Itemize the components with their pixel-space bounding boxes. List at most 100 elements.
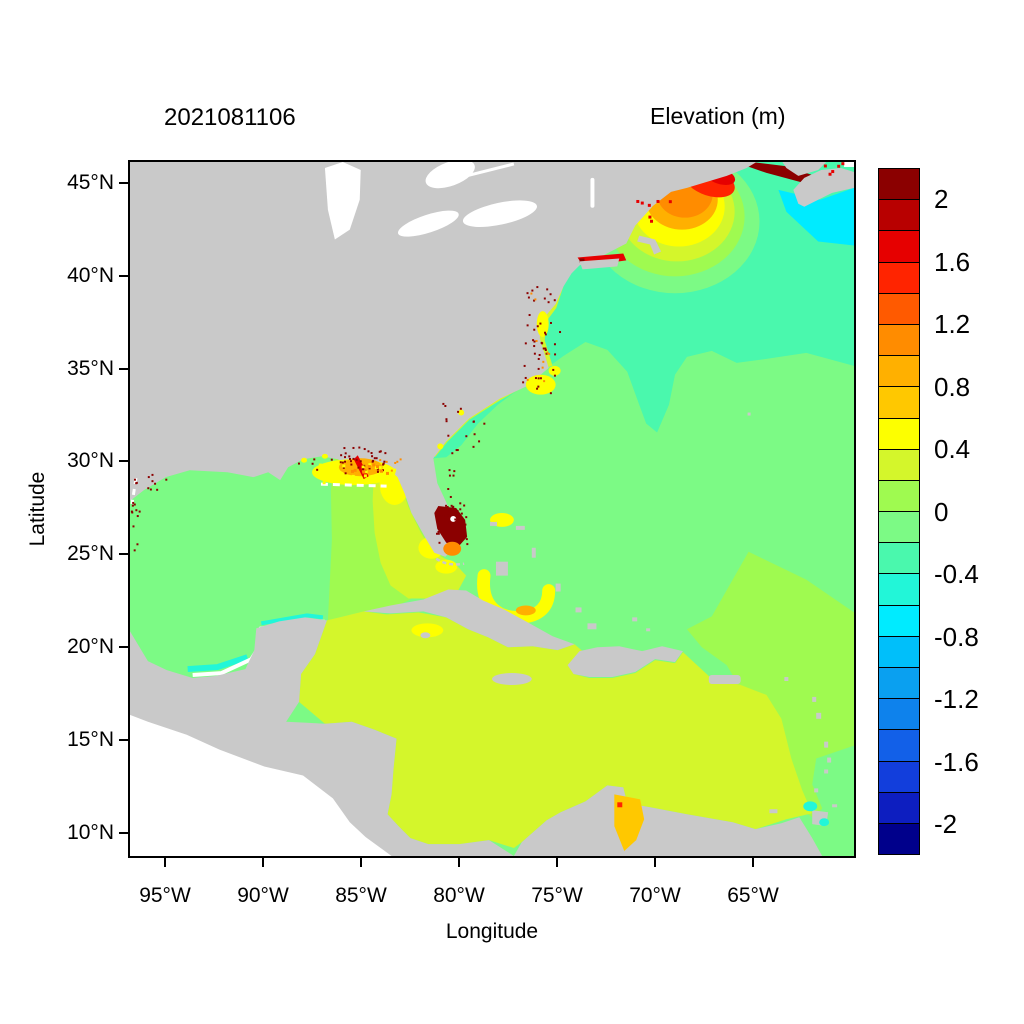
- colorbar-tick-label: -2: [934, 809, 958, 839]
- coastal-speckle: [457, 410, 460, 413]
- x-axis-label: Longitude: [445, 920, 539, 943]
- coastal-speckle: [130, 510, 133, 513]
- bahama-islet: [555, 583, 561, 592]
- y-tick-label: 10°N: [67, 821, 114, 844]
- coastal-speckle: [472, 420, 475, 423]
- st-lawrence-river: [457, 162, 515, 180]
- coastal-speckle: [547, 301, 550, 304]
- coastal-speckle: [133, 478, 136, 481]
- colorbar-cell: [879, 323, 919, 356]
- coastal-speckle: [465, 435, 468, 438]
- island-margarita: [769, 809, 778, 814]
- x-tick-label: 80°W: [433, 884, 485, 907]
- outside-domain-pacific: [130, 714, 392, 856]
- coastal-speckle: [549, 392, 552, 395]
- coastal-speckle: [343, 447, 346, 450]
- campeche-cyan-fringe: [187, 654, 249, 673]
- coastal-speckle: [371, 455, 374, 458]
- y-tick-label: 30°N: [67, 449, 114, 472]
- coastal-speckle: [438, 541, 441, 544]
- y-tick-label: 45°N: [67, 171, 114, 194]
- coastal-speckle: [379, 459, 382, 462]
- coastal-speckle: [466, 543, 469, 546]
- bahamas-ring-orange-core: [515, 605, 536, 616]
- coastal-speckle: [533, 352, 536, 355]
- coastal-speckle: [453, 511, 456, 514]
- coastal-speckle: [483, 422, 486, 425]
- coastal-speckle: [437, 532, 440, 535]
- coastal-speckle: [132, 501, 135, 504]
- colorbar-cell: [879, 573, 919, 605]
- coastal-speckle: [533, 299, 536, 302]
- coastal-speckle: [136, 543, 139, 546]
- coastal-speckle: [390, 469, 393, 472]
- coastal-speckle: [131, 504, 134, 507]
- coastal-speckle: [399, 458, 402, 461]
- coastal-speckle: [344, 472, 347, 475]
- colorbar-cell: [879, 791, 919, 823]
- coastal-speckle: [342, 466, 345, 469]
- cuba-south-yellow: [411, 623, 444, 638]
- coastal-speckle: [372, 463, 376, 467]
- coastal-speckle: [544, 331, 547, 334]
- coastal-speckle: [524, 376, 527, 379]
- coastal-speckle: [460, 534, 463, 537]
- coastal-speckle: [542, 347, 545, 350]
- coastal-speckle: [439, 507, 442, 510]
- coastal-speckle: [452, 474, 455, 477]
- colorbar-title: Elevation (m): [650, 103, 786, 129]
- x-tick-label: 95°W: [139, 884, 191, 907]
- land-south-america: [513, 785, 823, 856]
- land-north-america: [130, 162, 757, 557]
- coastal-speckle: [473, 433, 476, 436]
- y-tick-mark: [119, 275, 128, 277]
- coastal-speckle: [351, 474, 355, 478]
- colorbar-tick-label: 0: [934, 497, 949, 527]
- coastal-speckle: [363, 474, 367, 478]
- gulf-st-lawrence-sliver: [844, 162, 854, 167]
- coastal-speckle: [463, 504, 466, 507]
- coastal-speckle: [378, 450, 381, 453]
- island-cuba: [363, 589, 575, 651]
- colorbar-cell: [879, 822, 919, 855]
- region-caribbean-sea: [299, 611, 813, 849]
- antilles-islet: [824, 741, 829, 748]
- coastal-speckle: [533, 340, 536, 343]
- coastal-speckle: [341, 461, 344, 464]
- coastal-speckle: [376, 470, 379, 473]
- coastal-speckle: [442, 530, 445, 533]
- bahama-islet: [490, 521, 497, 526]
- coastal-speckle: [361, 469, 365, 473]
- coastal-speckle: [368, 467, 371, 470]
- coastal-speckle: [350, 463, 353, 466]
- speckles-florida-east: [447, 449, 462, 509]
- hotspot-bahamas-ring: [477, 569, 556, 624]
- coastal-speckle: [455, 527, 458, 530]
- coastal-speckle: [318, 463, 322, 467]
- coastal-speckle: [534, 377, 537, 380]
- antilles-islet: [827, 757, 832, 763]
- coastal-speckle: [543, 380, 546, 383]
- coastal-speckle: [359, 460, 362, 463]
- colorbar-cell: [879, 355, 919, 387]
- speckles-panhandle: [297, 458, 365, 471]
- coastal-speckle: [367, 465, 371, 469]
- coastal-speckle: [539, 377, 542, 380]
- coastal-speckle: [538, 353, 541, 356]
- antilles-islet: [814, 788, 819, 793]
- coastal-speckle: [457, 512, 460, 515]
- coastal-speckle: [450, 504, 453, 507]
- coastal-speckle: [384, 452, 387, 455]
- coastal-speckle: [378, 466, 382, 470]
- colorbar-cell: [879, 199, 919, 231]
- coastal-speckle: [396, 460, 399, 463]
- island-hispaniola: [567, 646, 683, 678]
- islands: [363, 162, 854, 827]
- coastal-speckle: [133, 549, 136, 552]
- coastal-speckle: [453, 470, 456, 473]
- charleston-yellow-dot: [458, 409, 465, 416]
- colorbar-cell: [879, 760, 919, 792]
- coastal-speckle: [442, 514, 445, 517]
- coastal-speckle: [549, 321, 552, 324]
